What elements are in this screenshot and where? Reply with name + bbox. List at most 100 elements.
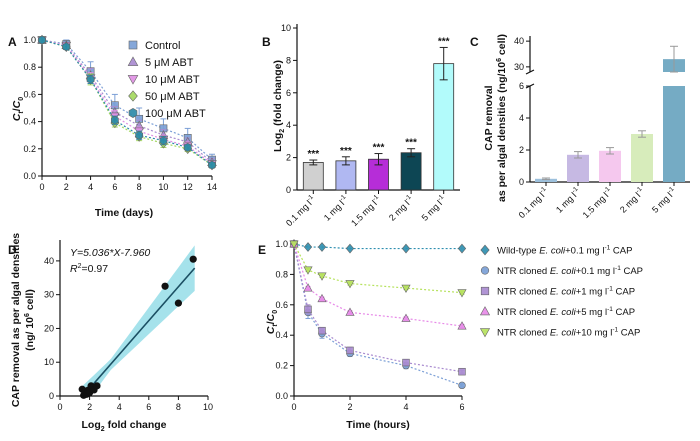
- panel-e-chart: E Ct/C0 Time (hours) 0.00.20.40.60.81.00…: [258, 239, 643, 431]
- panel-e-point: [345, 307, 355, 316]
- panel-d-r2-value: =0.97: [82, 263, 109, 275]
- panel-e-point: [304, 305, 312, 314]
- panel-d-ylabel-line2: (ng/ 106 cell): [24, 289, 36, 351]
- panel-d-point: [161, 282, 169, 290]
- panel-e-legend-label-post: +0.1 mg l: [576, 266, 615, 277]
- panel-e-legend-label-pre: NTR cloned: [497, 266, 550, 277]
- panel-e-legend-label-sup: -1: [607, 286, 613, 293]
- panel-e-legend-label-pre: NTR cloned: [497, 287, 550, 298]
- panel-e-legend-label-em: E. coli: [550, 287, 577, 298]
- panel-e-legend-label-sup: -1: [615, 265, 621, 272]
- panel-a-legend-marker: [128, 90, 138, 102]
- panel-e-point: [317, 293, 327, 303]
- panel-e-point: [346, 346, 354, 355]
- panel-b-ylabel-sub: 2: [279, 129, 286, 133]
- panel-e-legend-label-end: CAP: [613, 307, 635, 318]
- panel-e-legend-label-post: +10 mg l: [576, 328, 613, 339]
- panel-e-legend-marker: [479, 306, 491, 316]
- panel-c-ytick-label: 6: [519, 81, 524, 91]
- panel-a-point: [159, 136, 168, 146]
- panel-e-ylabel: Ct/C0: [265, 310, 279, 334]
- panel-c-axis-break-mark: [525, 69, 535, 75]
- panel-e-point: [402, 358, 410, 367]
- panel-d-chart: D CAP removal as per algal densities (ng…: [8, 233, 213, 433]
- panel-d-equation: Y=5.036*X-7.960: [70, 247, 150, 259]
- panel-a-legend-marker: [128, 108, 138, 118]
- panel-d-label: D: [8, 243, 17, 257]
- panel-c-xtick-label-sup: -1: [635, 185, 644, 194]
- panel-d-ytick-label: 40: [44, 256, 54, 266]
- panel-d-xlabel-pre: Log: [82, 419, 101, 431]
- panel-e-legend-label-em: E. coli: [550, 307, 577, 318]
- panel-e-ytick-label: 0.2: [275, 361, 288, 371]
- panel-a-legend-label: 10 μM ABT: [145, 74, 200, 86]
- panel-e-series-line: [293, 243, 463, 373]
- panel-d-ytick-label: 20: [44, 323, 54, 333]
- panel-e-series-line: [293, 243, 463, 327]
- panel-a-point: [208, 160, 216, 170]
- panel-e-legend-label-end: CAP: [618, 328, 640, 339]
- panel-e-legend-label-pre: NTR cloned: [497, 328, 550, 339]
- panel-e-xtick-label: 0: [291, 402, 296, 412]
- panel-c-bar: [599, 150, 621, 182]
- panel-e-legend-label: Wild-type E. coli+0.1 mg l-1 CAP: [497, 245, 632, 257]
- panel-e-point: [458, 381, 466, 390]
- panel-b-ylabel-post: (fold change): [272, 60, 284, 129]
- panel-d-xtick-label: 4: [117, 402, 122, 412]
- panel-a-legend-marker: [128, 40, 138, 50]
- panel-d-xtick-label: 6: [146, 402, 151, 412]
- panel-d-xtick-label: 10: [203, 402, 213, 412]
- panel-b-significance: ***: [438, 36, 450, 47]
- panel-e-ylabel-t: t: [272, 324, 279, 327]
- panel-e-legend-marker: [480, 286, 490, 296]
- panel-a-xtick-label: 4: [88, 182, 93, 192]
- panel-d-xtick-label: 2: [87, 402, 92, 412]
- panel-a-legend-label: 5 μM ABT: [145, 57, 194, 69]
- panel-c-ytick-label: 2: [519, 145, 524, 155]
- panel-a-ylabel: Ct/C0: [11, 97, 25, 121]
- panel-b-ylabel-pre: Log: [272, 133, 284, 152]
- panel-e-ytick-label: 1.0: [275, 239, 288, 249]
- panel-e-legend-label: NTR cloned E. coli+10 mg l-1 CAP: [497, 327, 640, 339]
- panel-e-ytick-label: 0.8: [275, 269, 288, 279]
- panel-b-ytick-label: 10: [281, 23, 291, 33]
- panel-e-xtick-label: 4: [403, 402, 408, 412]
- panel-a-ylabel-t: t: [18, 111, 25, 114]
- panel-e-ylabel-c2: C: [265, 313, 277, 321]
- panel-e-point: [345, 243, 355, 254]
- panel-d-ylabel-line2-sup: 6: [24, 313, 31, 317]
- panel-c-xtick-label-sup: -1: [571, 185, 580, 194]
- panel-c-label: C: [470, 35, 479, 49]
- panel-e-ylabel-sep: /: [265, 321, 277, 324]
- panel-a-ytick-label: 0.2: [23, 144, 36, 154]
- panel-e-xtick-label: 6: [459, 402, 464, 412]
- panel-d-r2: R2=0.97: [70, 263, 108, 275]
- panel-e-point: [401, 243, 411, 254]
- panel-a-legend-marker: [127, 75, 139, 85]
- panel-e-point: [457, 289, 467, 298]
- panel-a-xtick-label: 12: [183, 182, 193, 192]
- panel-d-xlabel-sub: 2: [101, 426, 105, 433]
- panel-e-legend-label: NTR cloned E. coli+0.1 mg l-1 CAP: [497, 265, 643, 277]
- panel-a-point: [38, 35, 46, 45]
- panel-e-legend-label-em: E. coli: [550, 266, 577, 277]
- panel-d-fit-line: [82, 267, 196, 397]
- panel-e-legend-label-end: CAP: [613, 287, 635, 298]
- panel-e-legend-label-post: +1 mg l: [576, 287, 607, 298]
- panel-d-ytick-label: 0: [49, 391, 54, 401]
- panel-b-significance: ***: [340, 146, 352, 157]
- panel-a-ylabel-c: C: [11, 113, 23, 121]
- panel-d-ylabel-line2-pre: (ng/ 10: [24, 317, 36, 351]
- panel-c-bar: [631, 134, 653, 182]
- panel-b-xtick-label-sup: -1: [306, 193, 315, 202]
- panel-b-bar: [302, 162, 324, 191]
- panel-a-legend-label: 50 μM ABT: [145, 91, 200, 103]
- panel-a-series: 100 μM ABT: [38, 35, 216, 170]
- panel-b-xtick-label-sup: -1: [436, 193, 445, 202]
- panel-b-label: B: [262, 35, 271, 49]
- panel-d-point: [93, 382, 101, 390]
- panel-e-point: [458, 367, 466, 376]
- panel-e-label: E: [258, 243, 266, 257]
- panel-a-legend-label: Control: [145, 40, 180, 52]
- panel-e-legend-marker: [480, 266, 490, 275]
